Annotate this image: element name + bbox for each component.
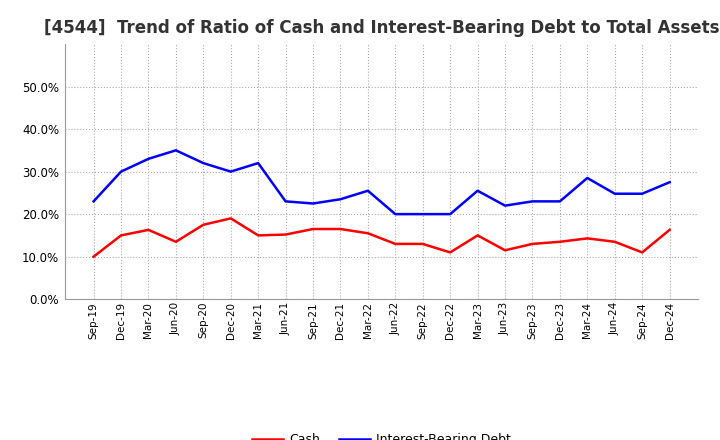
Cash: [473, 233, 482, 238]
Line: Interest-Bearing Debt: Interest-Bearing Debt: [94, 150, 670, 214]
Interest-Bearing Debt: [391, 212, 400, 217]
Cash: [556, 239, 564, 245]
Interest-Bearing Debt: [556, 199, 564, 204]
Interest-Bearing Debt: [171, 148, 180, 153]
Interest-Bearing Debt: [611, 191, 619, 196]
Cash: [336, 226, 345, 231]
Interest-Bearing Debt: [254, 161, 263, 166]
Interest-Bearing Debt: [89, 199, 98, 204]
Interest-Bearing Debt: [638, 191, 647, 196]
Line: Cash: Cash: [94, 218, 670, 257]
Cash: [583, 236, 592, 241]
Interest-Bearing Debt: [144, 156, 153, 161]
Cash: [446, 250, 454, 255]
Cash: [418, 241, 427, 246]
Cash: [638, 250, 647, 255]
Cash: [117, 233, 125, 238]
Cash: [528, 241, 537, 246]
Cash: [391, 241, 400, 246]
Interest-Bearing Debt: [199, 161, 207, 166]
Interest-Bearing Debt: [446, 212, 454, 217]
Cash: [144, 227, 153, 232]
Cash: [254, 233, 263, 238]
Interest-Bearing Debt: [364, 188, 372, 194]
Cash: [309, 226, 318, 231]
Cash: [282, 232, 290, 237]
Interest-Bearing Debt: [473, 188, 482, 194]
Interest-Bearing Debt: [309, 201, 318, 206]
Legend: Cash, Interest-Bearing Debt: Cash, Interest-Bearing Debt: [247, 428, 516, 440]
Interest-Bearing Debt: [418, 212, 427, 217]
Interest-Bearing Debt: [282, 199, 290, 204]
Title: [4544]  Trend of Ratio of Cash and Interest-Bearing Debt to Total Assets: [4544] Trend of Ratio of Cash and Intere…: [44, 19, 719, 37]
Interest-Bearing Debt: [665, 180, 674, 185]
Interest-Bearing Debt: [528, 199, 537, 204]
Cash: [364, 231, 372, 236]
Cash: [89, 254, 98, 259]
Interest-Bearing Debt: [226, 169, 235, 174]
Cash: [611, 239, 619, 245]
Cash: [199, 222, 207, 227]
Interest-Bearing Debt: [500, 203, 509, 208]
Cash: [171, 239, 180, 245]
Cash: [500, 248, 509, 253]
Interest-Bearing Debt: [117, 169, 125, 174]
Cash: [665, 227, 674, 232]
Interest-Bearing Debt: [583, 176, 592, 181]
Cash: [226, 216, 235, 221]
Interest-Bearing Debt: [336, 197, 345, 202]
